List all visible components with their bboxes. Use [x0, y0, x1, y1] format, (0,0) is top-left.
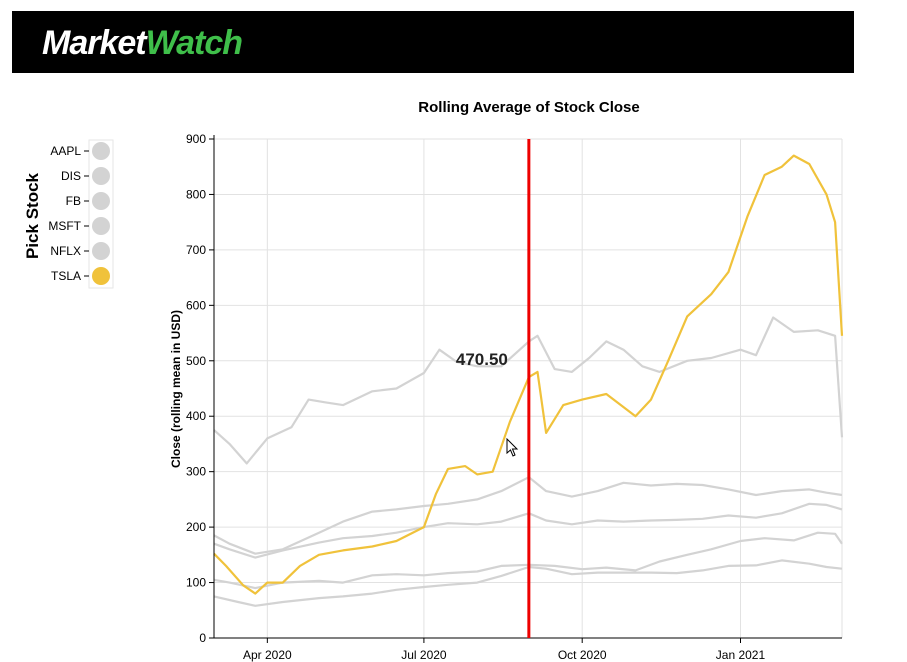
- picker-frame: [88, 139, 114, 289]
- y-tick-label: 400: [186, 409, 206, 423]
- series-line-dis: [213, 531, 843, 590]
- x-tick-label: Oct 2020: [558, 648, 607, 662]
- chart-title: Rolling Average of Stock Close: [418, 99, 639, 116]
- x-tick-label: Jul 2020: [401, 648, 447, 662]
- logo-text-market: Market: [42, 24, 147, 62]
- y-tick-label: 500: [186, 354, 206, 368]
- logo-text-watch: Watch: [145, 24, 243, 62]
- y-tick-label: 900: [186, 132, 206, 146]
- x-tick-label: Apr 2020: [243, 648, 292, 662]
- series-line-tsla: [213, 154, 844, 595]
- stock-picker[interactable]: AAPL DIS FB MSFT NFLX TSLA: [48, 139, 114, 289]
- stock-toggle-nflx[interactable]: NFLX: [50, 242, 110, 260]
- series-line-msft: [213, 502, 843, 559]
- y-tick-label: 200: [186, 520, 206, 534]
- chart-axes: 0 100 200 300 400 500 600 700 800 900 Apr 2020 Jul …: [186, 132, 842, 662]
- picker-dot: [92, 142, 110, 160]
- series-line-aapl: [213, 559, 843, 607]
- picker-dot: [92, 167, 110, 185]
- y-tick-label: 300: [186, 465, 206, 479]
- y-tick-label: 600: [186, 298, 206, 312]
- series-line-nflx: [213, 316, 844, 465]
- picker-label: FB: [66, 194, 81, 208]
- picker-label: AAPL: [50, 144, 81, 158]
- picker-label: MSFT: [48, 219, 81, 233]
- picker-dot: [92, 267, 110, 285]
- y-tick-label: 800: [186, 187, 206, 201]
- stock-toggle-tsla[interactable]: TSLA: [51, 267, 110, 285]
- header-banner: MarketWatch: [12, 11, 854, 73]
- stock-toggle-aapl[interactable]: AAPL: [50, 142, 110, 160]
- y-tick-label: 700: [186, 243, 206, 257]
- tooltip-value: 470.50: [456, 350, 508, 369]
- picker-dot: [92, 192, 110, 210]
- mouse-pointer-icon: [506, 438, 519, 457]
- picker-dot: [92, 217, 110, 235]
- picker-label: NFLX: [50, 244, 81, 258]
- picker-dot: [92, 242, 110, 260]
- marketwatch-logo[interactable]: MarketWatch: [42, 23, 243, 63]
- y-tick-label: 0: [199, 631, 206, 645]
- y-tick-label: 100: [186, 576, 206, 590]
- picker-label: TSLA: [51, 269, 81, 283]
- x-tick-label: Jan 2021: [716, 648, 766, 662]
- series-line-fb: [213, 476, 843, 555]
- stock-toggle-msft[interactable]: MSFT: [48, 217, 110, 235]
- stock-toggle-dis[interactable]: DIS: [61, 167, 110, 185]
- stock-toggle-fb[interactable]: FB: [66, 192, 110, 210]
- picker-label: DIS: [61, 169, 81, 183]
- series-lines: [213, 154, 844, 607]
- y-axis-label: Close (rolling mean in USD): [169, 310, 183, 468]
